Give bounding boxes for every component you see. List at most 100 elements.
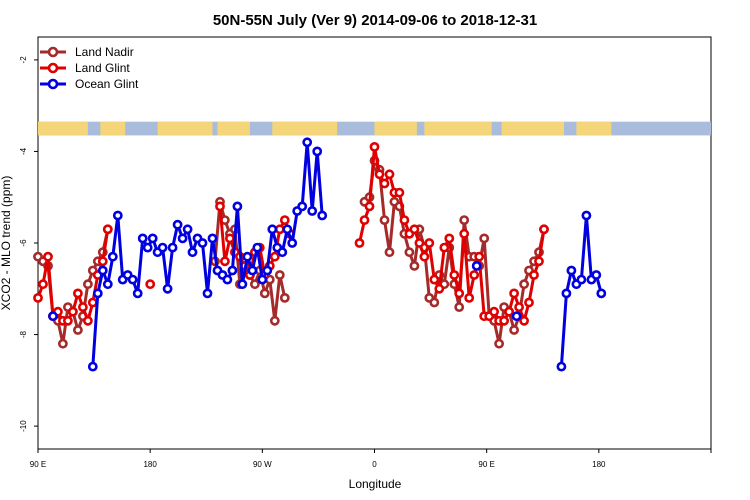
data-point (307, 206, 318, 216)
data-point (384, 247, 395, 258)
data-point (237, 279, 248, 290)
data-point (479, 233, 490, 244)
data-point (63, 315, 73, 326)
data-point (419, 251, 430, 262)
data-point (137, 233, 148, 244)
data-point (247, 265, 258, 276)
data-point (172, 219, 183, 230)
data-point (38, 279, 48, 290)
data-point (429, 297, 440, 308)
legend-label: Land Glint (75, 61, 130, 75)
data-point (566, 265, 577, 276)
data-point (97, 265, 108, 276)
chart-title: 50N-55N July (Ver 9) 2014-09-06 to 2018-… (213, 12, 537, 29)
data-point (259, 288, 270, 299)
y-tick-label: -6 (19, 239, 28, 247)
data-point (444, 233, 455, 244)
data-point (267, 224, 278, 235)
data-point (409, 224, 420, 235)
data-point (197, 238, 208, 248)
data-point (529, 270, 539, 280)
legend-swatch-marker (47, 46, 59, 58)
x-tick-label: 0 (372, 460, 377, 469)
data-point (539, 224, 549, 235)
legend-item: Ocean Glint (40, 77, 139, 91)
land-strip (501, 121, 564, 136)
x-tick-label: 180 (592, 460, 606, 469)
data-point (279, 215, 290, 225)
data-point (519, 279, 529, 290)
data-point (97, 256, 108, 267)
series-line (36, 228, 110, 346)
data-point (394, 187, 405, 198)
data-point (287, 238, 298, 248)
data-point (43, 251, 53, 262)
land-strip (38, 121, 88, 136)
series-line (91, 140, 324, 367)
data-point (514, 302, 524, 312)
data-point (534, 256, 544, 267)
data-point (219, 256, 230, 267)
data-point (364, 201, 375, 212)
data-point (469, 270, 480, 280)
legend: Land Nadir Land Glint Ocean Glint (40, 45, 139, 91)
series-layer (33, 137, 607, 372)
data-point (132, 288, 143, 299)
data-point (359, 215, 370, 225)
data-point (454, 288, 465, 299)
data-point (277, 247, 288, 258)
data-point (102, 224, 113, 235)
data-point (87, 297, 98, 308)
data-point (297, 201, 308, 212)
data-point (269, 315, 280, 326)
data-point (242, 251, 253, 262)
data-point (162, 283, 173, 294)
data-point (474, 251, 485, 262)
legend-swatch-marker (47, 62, 59, 74)
land-strip (100, 121, 126, 136)
y-axis-label: XCO2 - MLO trend (ppm) (0, 176, 13, 311)
legend-label: Land Nadir (75, 45, 134, 59)
data-point (252, 242, 263, 253)
land-sea-band (38, 121, 711, 136)
data-point (68, 306, 78, 317)
data-point (73, 325, 83, 335)
data-point (591, 270, 602, 280)
data-point (561, 288, 572, 299)
data-point (509, 325, 519, 335)
data-point (312, 146, 323, 157)
data-point (317, 210, 328, 221)
data-point (202, 288, 213, 299)
legend-swatch-marker (47, 78, 59, 90)
data-point (424, 238, 435, 248)
data-point (379, 178, 390, 189)
data-point (182, 224, 193, 235)
data-point (73, 288, 83, 299)
data-point (399, 215, 410, 225)
data-point (379, 215, 390, 225)
legend-item: Land Nadir (40, 45, 134, 59)
data-point (439, 242, 450, 253)
data-point (78, 302, 88, 312)
data-point (279, 292, 290, 303)
land-strip (374, 121, 417, 136)
x-tick-label: 180 (143, 460, 157, 469)
data-point (384, 169, 395, 180)
data-point (102, 279, 113, 290)
data-point (147, 233, 158, 244)
data-point (167, 242, 178, 253)
data-point (409, 260, 420, 271)
data-point (454, 302, 465, 312)
y-axis: -2 -4 -6 -8 -10 (19, 56, 38, 432)
data-point (429, 274, 440, 285)
data-point (257, 274, 268, 285)
data-point (434, 283, 445, 294)
x-axis: 90 E 180 90 W 0 90 E 180 (30, 449, 712, 469)
y-tick-label: -10 (19, 420, 28, 432)
legend-item: Land Glint (40, 61, 130, 75)
data-point (374, 169, 385, 180)
data-point (354, 238, 365, 248)
data-point (187, 247, 198, 258)
x-tick-label: 90 E (30, 460, 46, 469)
data-point (449, 270, 460, 280)
